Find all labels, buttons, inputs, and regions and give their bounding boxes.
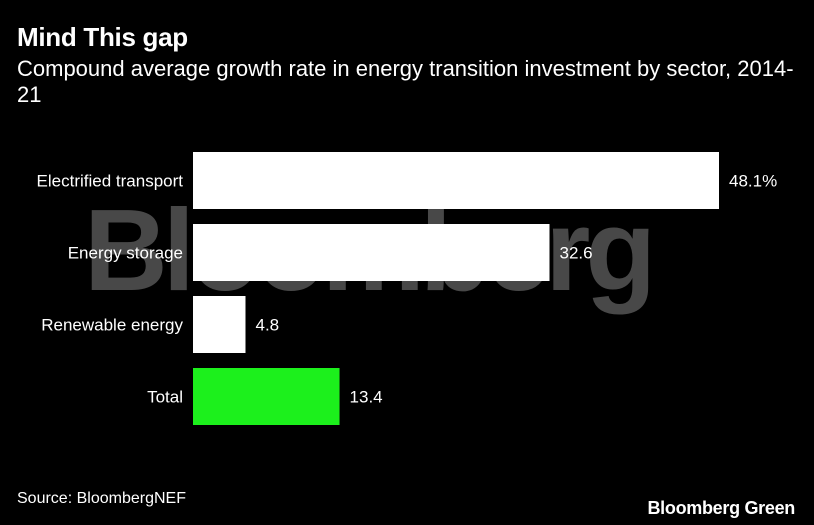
chart-title: Mind This gap — [17, 22, 188, 52]
category-label-energy-storage: Energy storage — [68, 244, 183, 263]
bar-chart: Electrified transport 48.1% Energy storage… — [37, 152, 777, 425]
bar-energy-storage — [193, 224, 550, 281]
brand-logo: Bloomberg Green — [647, 498, 795, 518]
value-label-total: 13.4 — [350, 388, 383, 407]
bar-total — [193, 368, 340, 425]
bar-electrified-transport — [193, 152, 719, 209]
bar-renewable-energy — [193, 296, 246, 353]
value-label-energy-storage: 32.6 — [559, 244, 592, 263]
value-label-renewable-energy: 4.8 — [255, 316, 279, 335]
chart-subtitle: Compound average growth rate in energy t… — [17, 56, 794, 107]
category-label-renewable-energy: Renewable energy — [41, 316, 183, 335]
category-label-total: Total — [147, 388, 183, 407]
category-label-electrified-transport: Electrified transport — [37, 172, 184, 191]
value-label-electrified-transport: 48.1% — [729, 172, 777, 191]
source-note: Source: BloombergNEF — [17, 490, 186, 507]
